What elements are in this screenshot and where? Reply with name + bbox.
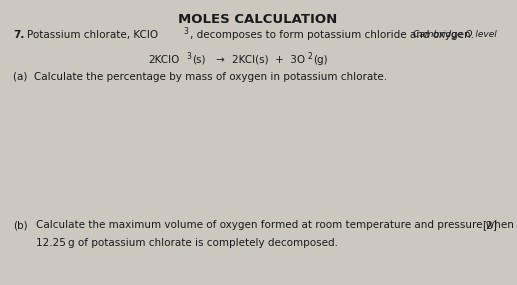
Text: Potassium chlorate, KClO: Potassium chlorate, KClO [27,30,158,40]
Text: 7.: 7. [13,30,24,40]
Text: →: → [215,55,224,65]
Text: 2KCl(s)  +  3O: 2KCl(s) + 3O [232,55,305,65]
Text: Cambridge O level: Cambridge O level [413,30,497,39]
Text: [2]: [2] [482,220,497,230]
Text: , decomposes to form potassium chloride and oxygen.: , decomposes to form potassium chloride … [190,30,474,40]
Text: Calculate the maximum volume of oxygen formed at room temperature and pressure w: Calculate the maximum volume of oxygen f… [36,220,514,230]
Text: 2: 2 [307,52,312,61]
Text: 3: 3 [183,27,188,36]
Text: 2KClO: 2KClO [148,55,179,65]
Text: MOLES CALCULATION: MOLES CALCULATION [178,13,338,26]
Text: (a)  Calculate the percentage by mass of oxygen in potassium chlorate.: (a) Calculate the percentage by mass of … [13,72,387,82]
Text: (g): (g) [313,55,328,65]
Text: 12.25 g of potassium chlorate is completely decomposed.: 12.25 g of potassium chlorate is complet… [36,238,338,248]
Text: 3: 3 [186,52,191,61]
Text: (b): (b) [13,220,27,230]
Text: (s): (s) [192,55,205,65]
